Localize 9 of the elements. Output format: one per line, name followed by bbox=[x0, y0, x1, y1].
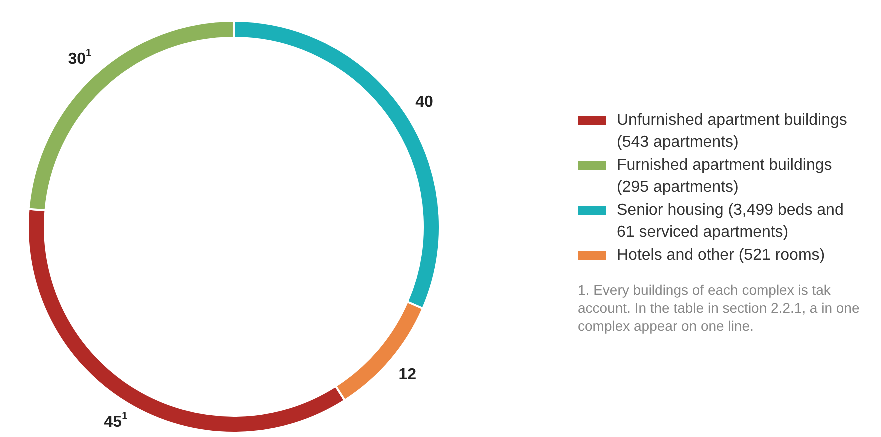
legend-label: Furnished apartment buildings (295 apartments) bbox=[617, 156, 834, 198]
data-label: 12 bbox=[398, 366, 417, 384]
legend-label: Hotels and other (521 rooms) bbox=[617, 246, 826, 266]
data-label: 45$^{1}$ bbox=[104, 411, 128, 431]
legend-label: Unfurnished apartment buildings (543 apartments) bbox=[617, 111, 848, 153]
data-label: 40 bbox=[416, 93, 434, 110]
data-label: 30$^{1}$ bbox=[68, 48, 92, 68]
text: 1. Every buildings of each complex is tak account. In the table in section 2.2.1, a in one complex appear on one line. bbox=[578, 281, 861, 335]
legend-label: Senior housing (3,499 beds and 61 serviced apartments) bbox=[617, 201, 845, 243]
